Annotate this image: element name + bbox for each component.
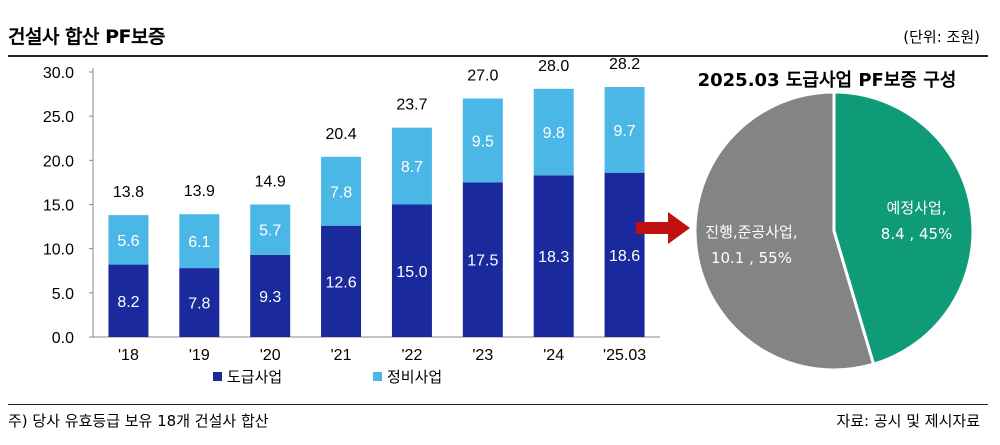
- bar-maintenance: [250, 204, 291, 255]
- bar-label-contract: 18.3: [538, 249, 569, 266]
- page-title: 건설사 합산 PF보증: [8, 26, 166, 48]
- bar-label-maintenance: 9.7: [613, 123, 635, 140]
- bar-label-contract: 12.6: [325, 274, 356, 291]
- pie-title: 2025.03 도급사업 PF보증 구성: [698, 70, 957, 91]
- bar-label-contract: 17.5: [467, 253, 498, 270]
- stacked-bar-chart: 0.0 5.0 10.0 15.0 20.0 25.0 30.0 8.2 5.6 13.8 '18 7…: [43, 56, 660, 386]
- bar-total-label: 13.9: [184, 183, 215, 200]
- x-tick-label: '24: [543, 347, 564, 364]
- bar-maintenance: [391, 127, 432, 205]
- bar-maintenance: [179, 214, 220, 269]
- bar-contract: [321, 225, 362, 337]
- footnote: 주) 당사 유효등급 보유 18개 건설사 합산: [8, 412, 269, 430]
- bar-label-contract: 15.0: [396, 264, 427, 281]
- pie-slice-label: 10.1 , 55%: [711, 249, 792, 267]
- y-tick-label: 0.0: [52, 330, 74, 347]
- x-tick-label: '23: [472, 347, 493, 364]
- bar-total-label: 28.2: [609, 56, 640, 73]
- bar-label-maintenance: 5.7: [259, 223, 281, 240]
- y-tick-label: 30.0: [43, 65, 74, 82]
- bar-maintenance: [604, 87, 645, 173]
- bar-maintenance: [321, 156, 362, 226]
- bar-total-label: 14.9: [255, 174, 286, 191]
- bar-label-maintenance: 8.7: [401, 159, 423, 176]
- bar-label-maintenance: 9.5: [472, 133, 494, 150]
- bar-total-label: 23.7: [396, 97, 427, 114]
- source-note: 자료: 공시 및 제시자료: [836, 412, 980, 430]
- footer-divider: [8, 404, 988, 405]
- pie-slice-planned: [832, 90, 975, 367]
- bar-contract: [391, 204, 432, 337]
- bar-contract: [533, 175, 574, 337]
- bar-maintenance: [533, 88, 574, 176]
- y-tick-label: 5.0: [52, 286, 74, 303]
- bar-total-label: 13.8: [113, 184, 144, 201]
- pie-slice-label: 예정사업,: [887, 199, 947, 217]
- bar-label-maintenance: 5.6: [117, 233, 139, 250]
- bar-label-maintenance: 6.1: [188, 234, 210, 251]
- y-tick-label: 20.0: [43, 153, 74, 170]
- bar-contract: [604, 172, 645, 337]
- x-tick-label: '21: [331, 347, 352, 364]
- y-tick-label: 15.0: [43, 198, 74, 215]
- pie-slice-ongoing: [693, 90, 876, 372]
- bar-label-maintenance: 7.8: [330, 184, 352, 201]
- arrow-icon: [636, 212, 690, 244]
- y-tick-label: 25.0: [43, 109, 74, 126]
- bar-total-label: 20.4: [325, 126, 356, 143]
- bar-total-label: 27.0: [467, 68, 498, 85]
- unit-label: (단위: 조원): [903, 28, 980, 46]
- x-tick-label: '25.03: [603, 347, 646, 364]
- bar-contract: [250, 254, 291, 337]
- bar-maintenance: [462, 98, 503, 183]
- bar-contract: [108, 264, 149, 337]
- bar-contract: [179, 268, 220, 337]
- bar-label-contract: 8.2: [117, 294, 139, 311]
- bar-total-label: 28.0: [538, 58, 569, 75]
- legend-label: 정비사업: [387, 368, 442, 386]
- bar-label-contract: 18.6: [609, 248, 640, 265]
- legend-swatch: [213, 372, 222, 381]
- x-tick-label: '20: [260, 347, 281, 364]
- x-tick-label: '22: [402, 347, 423, 364]
- header-divider: [8, 55, 988, 57]
- bar-label-contract: 7.8: [188, 296, 210, 313]
- arrow-shape: [636, 212, 690, 244]
- bar-contract: [462, 182, 503, 337]
- pie-slice-label: 8.4 , 45%: [881, 225, 953, 243]
- bar-label-contract: 9.3: [259, 289, 281, 306]
- bar-maintenance: [108, 215, 149, 265]
- x-tick-label: '19: [189, 347, 210, 364]
- y-tick-label: 10.0: [43, 242, 74, 259]
- pie-slice-label: 진행,준공사업,: [705, 223, 797, 241]
- legend-label: 도급사업: [227, 368, 282, 386]
- bar-label-maintenance: 9.8: [543, 125, 565, 142]
- legend-swatch: [373, 372, 382, 381]
- x-tick-label: '18: [118, 347, 139, 364]
